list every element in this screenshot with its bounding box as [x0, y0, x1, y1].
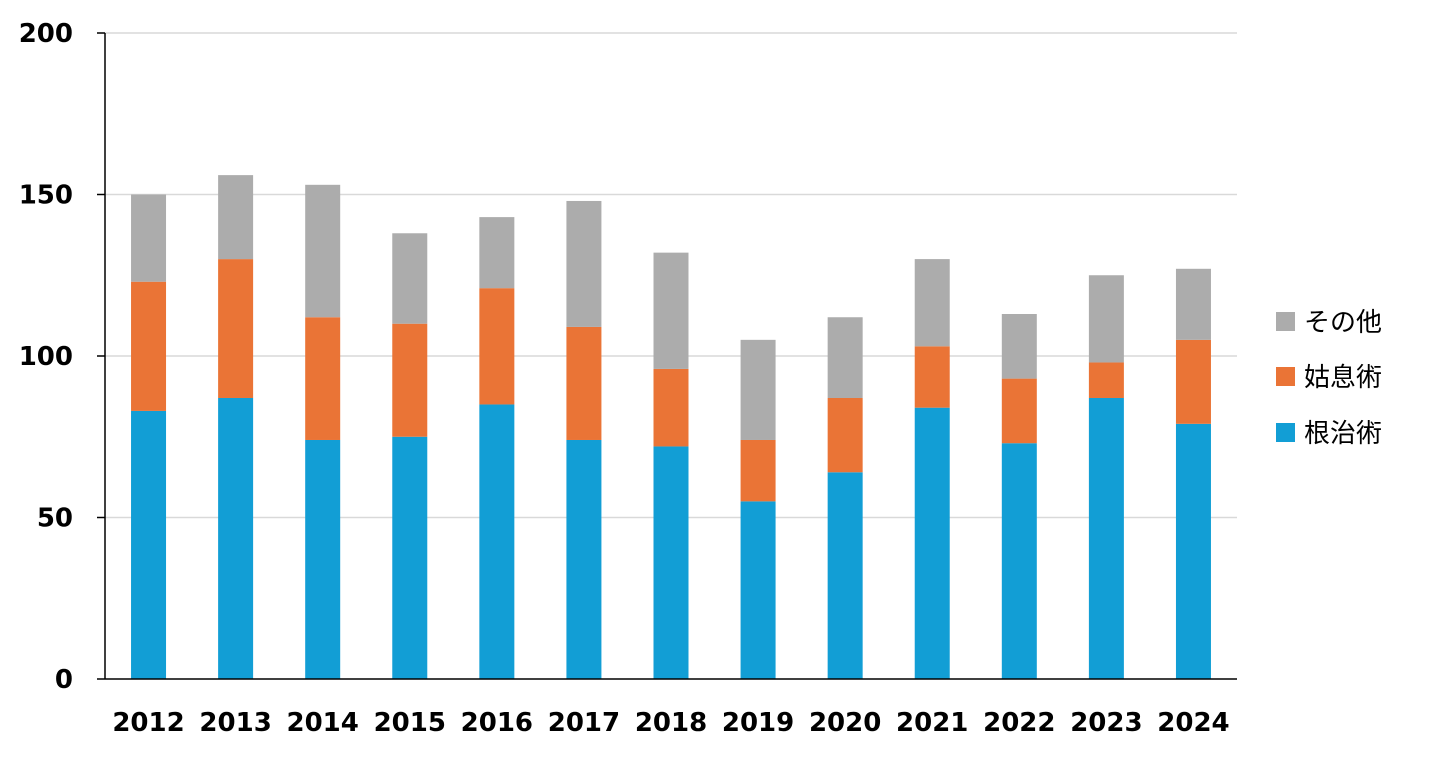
bar-segment-2013-1	[218, 259, 254, 398]
y-tick-label: 100	[19, 342, 73, 372]
x-tick-label: 2018	[635, 708, 707, 738]
legend-swatch	[1276, 423, 1295, 442]
bar-segment-2021-2	[914, 259, 950, 347]
bar-segment-2016-0	[479, 404, 515, 679]
bar-segment-2019-0	[740, 501, 776, 679]
bar-segment-2016-1	[479, 288, 515, 405]
bar-segment-2024-0	[1175, 423, 1211, 679]
bar-segment-2012-1	[131, 281, 167, 411]
bar-segment-2015-1	[392, 323, 428, 437]
x-tick-label: 2019	[722, 708, 794, 738]
legend-label: その他	[1304, 308, 1382, 338]
y-tick-label: 200	[19, 19, 73, 49]
y-axis-ticks: 0 50 100 150 200	[19, 19, 105, 695]
bar-segment-2023-0	[1088, 397, 1124, 679]
bar-segment-2023-2	[1088, 275, 1124, 363]
bar-segment-2021-0	[914, 407, 950, 679]
legend-label: 姑息術	[1304, 363, 1382, 393]
x-tick-label: 2020	[809, 708, 881, 738]
bar-segment-2016-2	[479, 217, 515, 289]
x-tick-label: 2012	[112, 708, 184, 738]
x-axis-ticks: 2012 2013 2014 2015 2016 2017 2018 2019 2020 2021…	[112, 708, 1229, 738]
bar-segment-2020-0	[827, 472, 863, 679]
bar-segment-2013-0	[218, 397, 254, 679]
x-tick-label: 2022	[983, 708, 1055, 738]
bar-segment-2014-1	[305, 317, 341, 440]
x-tick-label: 2023	[1070, 708, 1142, 738]
bar-segment-2014-0	[305, 439, 341, 679]
bar-segment-2015-2	[392, 233, 428, 324]
legend-swatch	[1276, 367, 1295, 386]
legend-label: 根治術	[1304, 419, 1382, 449]
bar-segment-2017-2	[566, 200, 602, 327]
bar-segment-2012-0	[131, 410, 167, 679]
bar-segment-2015-0	[392, 436, 428, 679]
x-tick-label: 2013	[199, 708, 271, 738]
bar-segment-2020-2	[827, 317, 863, 398]
x-tick-label: 2017	[548, 708, 620, 738]
bar-segment-2022-1	[1001, 378, 1037, 444]
bar-segment-2017-0	[566, 439, 602, 679]
x-tick-label: 2024	[1157, 708, 1229, 738]
bar-segment-2018-0	[653, 446, 689, 679]
bar-segment-2017-1	[566, 326, 602, 440]
legend-swatch	[1276, 312, 1295, 331]
bar-segment-2013-2	[218, 175, 254, 260]
bar-segment-2024-2	[1175, 268, 1211, 340]
y-tick-label: 50	[37, 504, 73, 534]
y-tick-label: 0	[55, 665, 73, 695]
x-tick-label: 2016	[461, 708, 533, 738]
x-tick-label: 2015	[374, 708, 446, 738]
bar-segment-2023-1	[1088, 362, 1124, 398]
bar-segment-2024-1	[1175, 339, 1211, 424]
bar-segment-2018-1	[653, 368, 689, 447]
bars	[131, 175, 1211, 679]
bar-segment-2012-2	[131, 194, 167, 282]
bar-segment-2020-1	[827, 397, 863, 473]
bar-segment-2019-2	[740, 339, 776, 440]
x-tick-label: 2014	[287, 708, 359, 738]
bar-segment-2021-1	[914, 346, 950, 408]
bar-segment-2022-0	[1001, 443, 1037, 679]
bar-segment-2022-2	[1001, 314, 1037, 379]
bar-segment-2019-1	[740, 439, 776, 502]
bar-segment-2014-2	[305, 184, 341, 318]
y-tick-label: 150	[19, 181, 73, 211]
bar-segment-2018-2	[653, 252, 689, 369]
x-tick-label: 2021	[896, 708, 968, 738]
